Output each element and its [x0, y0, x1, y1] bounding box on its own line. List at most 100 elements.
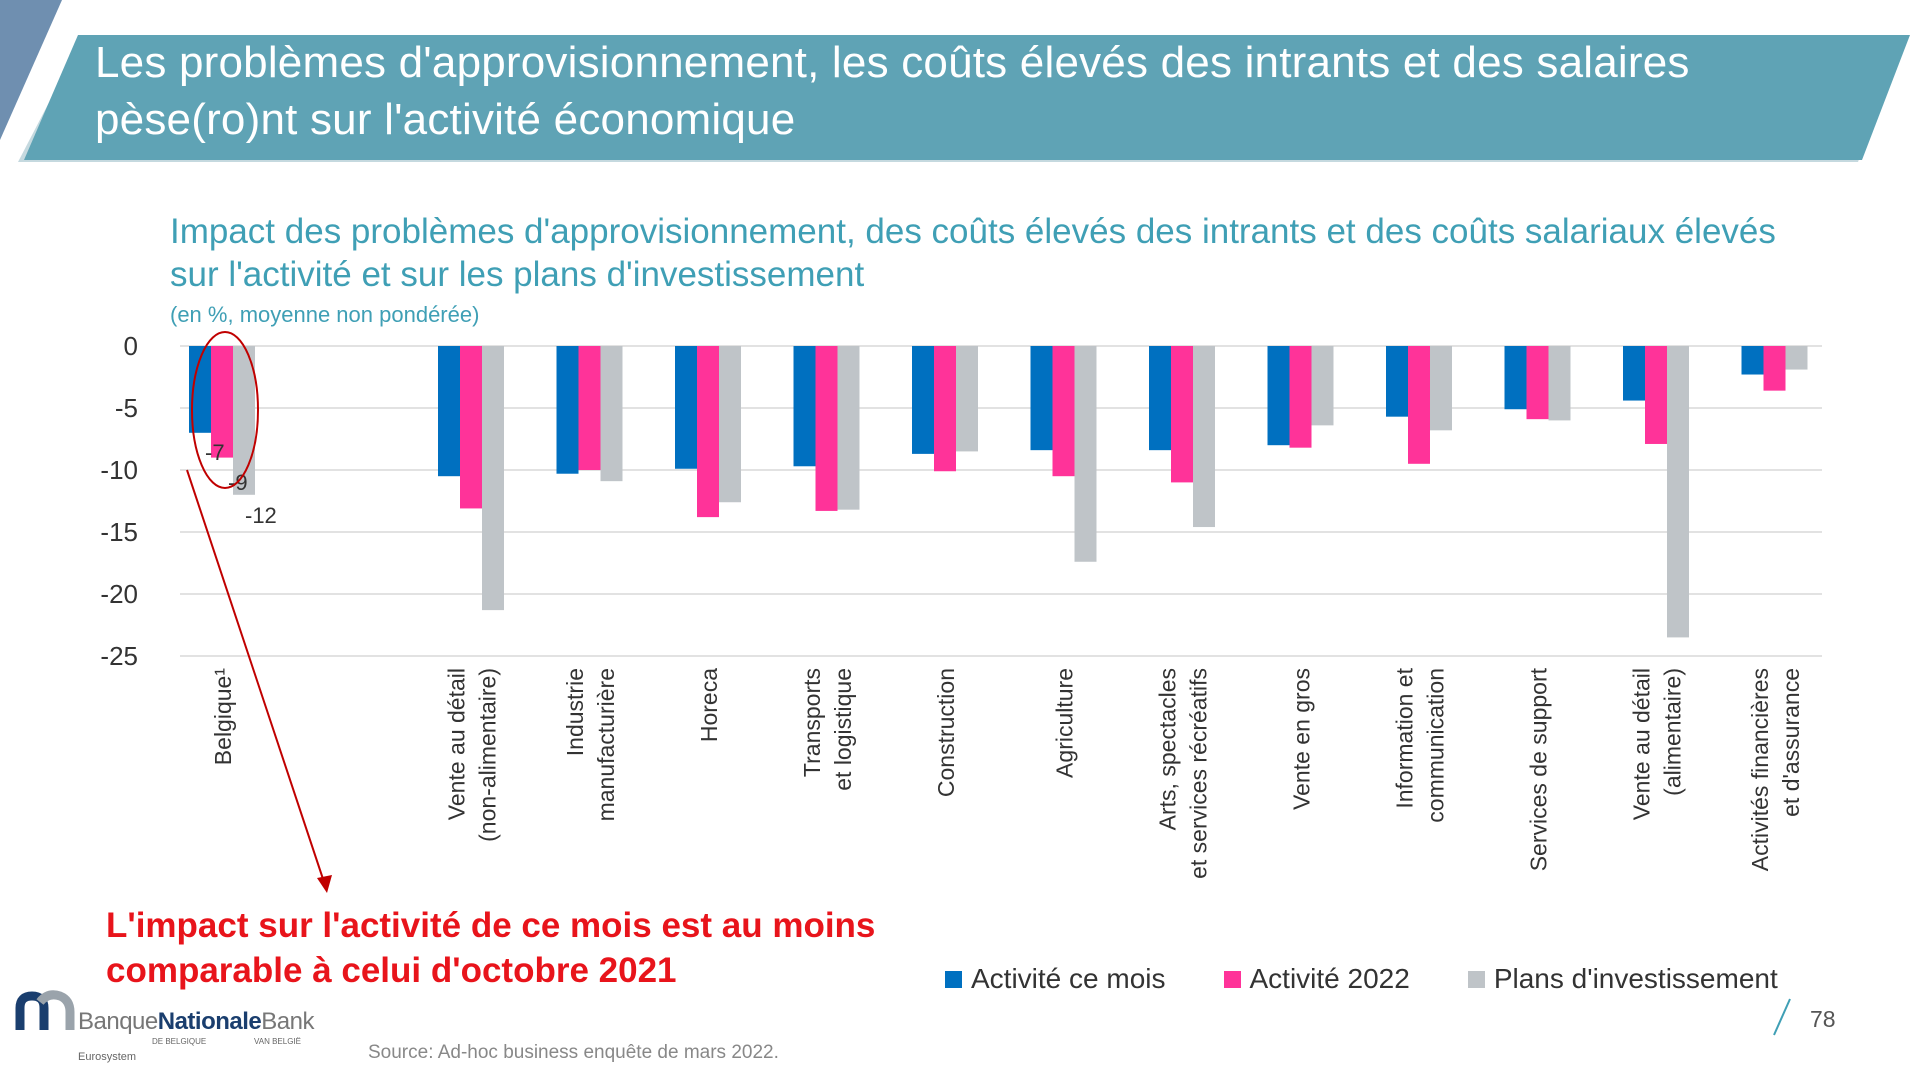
bar-activite-2022 [578, 346, 601, 470]
y-tick-label: -5 [115, 393, 138, 423]
bar-activite-ce-mois [556, 346, 579, 474]
y-tick-label: -10 [100, 455, 138, 485]
x-category-label: (non-alimentaire) [475, 668, 501, 842]
bar-activite-2022 [697, 346, 719, 518]
chart-title-line2: sur l'activité et sur les plans d'invest… [170, 255, 865, 294]
chart-unit-label: (en %, moyenne non pondérée) [170, 302, 480, 327]
legend-swatch-grey [1467, 970, 1485, 988]
callout-arrow-head [317, 875, 332, 893]
bar-activite-2022 [1526, 346, 1549, 420]
bar-activite-ce-mois [912, 346, 934, 454]
callout-arrow-line [186, 469, 326, 886]
bar-activite-ce-mois [1149, 346, 1171, 451]
bar-plans-investissement [1311, 346, 1334, 426]
corner-decoration [0, 0, 62, 140]
bar-plans-investissement [1430, 346, 1452, 431]
legend-swatch-blue [945, 970, 962, 988]
logo-sub2: VAN BELGIË [254, 1037, 301, 1046]
y-tick-label: -20 [100, 579, 138, 609]
x-category-label: communication [1423, 668, 1449, 823]
callout-line2: comparable à celui d'octobre 2021 [106, 951, 677, 990]
bar-activite-2022 [1052, 346, 1075, 477]
legend-item-activite-2022: Activité 2022 [1223, 963, 1410, 995]
legend-label: Activité ce mois [971, 963, 1166, 994]
bar-plans-investissement [600, 346, 623, 482]
bar-plans-investissement [233, 346, 255, 495]
logo-sub1: DE BELGIQUE [152, 1037, 207, 1046]
data-label: -7 [205, 440, 225, 465]
chart-title-line1: Impact des problèmes d'approvisionnement… [170, 212, 1776, 251]
bar-activite-ce-mois [1504, 346, 1527, 410]
x-category-label: Industrie [562, 668, 588, 756]
legend-item-plans-investissement: Plans d'investissement [1467, 963, 1778, 995]
bar-plans-investissement [719, 346, 741, 503]
x-category-label: Arts, spectacles [1155, 668, 1181, 830]
page-number: 78 [1810, 1006, 1836, 1032]
bar-plans-investissement [1074, 346, 1097, 562]
logo-part1: Banque [78, 1008, 158, 1035]
data-label: -12 [245, 503, 277, 528]
y-tick-label: 0 [124, 331, 138, 361]
logo-part2: Nationale [157, 1008, 262, 1035]
x-category-label: (alimentaire) [1660, 668, 1686, 796]
bar-activite-ce-mois [1030, 346, 1053, 451]
source-note: Source: Ad-hoc business enquête de mars … [368, 1042, 779, 1063]
x-category-label: Vente au détail [1629, 668, 1655, 820]
bar-plans-investissement [1548, 346, 1571, 421]
page-slash-decoration [1773, 998, 1791, 1036]
logo-part3: Bank [261, 1008, 314, 1035]
bar-activite-2022 [1171, 346, 1193, 483]
x-category-label: Construction [933, 668, 959, 797]
x-category-label: et logistique [830, 668, 856, 791]
logo-wordmark: BanqueNationaleBank [78, 1008, 314, 1036]
x-category-label: manufacturière [593, 668, 619, 821]
x-category-label: et d'assurance [1778, 668, 1804, 817]
bar-activite-2022 [934, 346, 956, 472]
x-category-label: Horeca [696, 668, 722, 742]
bar-activite-ce-mois [793, 346, 816, 467]
x-category-label: Vente au détail [444, 668, 470, 820]
bar-activite-ce-mois [1623, 346, 1645, 401]
bar-plans-investissement [1193, 346, 1215, 528]
bar-activite-ce-mois [1386, 346, 1408, 417]
callout-line1: L'impact sur l'activité de ce mois est a… [106, 906, 876, 945]
bar-activite-ce-mois [438, 346, 460, 477]
highlight-ellipse [191, 331, 259, 489]
bar-plans-investissement [1785, 346, 1808, 370]
bar-activite-ce-mois [189, 346, 211, 433]
bar-activite-ce-mois [675, 346, 697, 469]
y-tick-label: -15 [100, 517, 138, 547]
bar-activite-2022 [1645, 346, 1667, 444]
x-category-label: Services de support [1526, 667, 1552, 871]
x-category-label: Agriculture [1052, 668, 1078, 778]
legend-item-activite-ce-mois: Activité ce mois [945, 963, 1166, 995]
x-category-label: Activités financières [1747, 668, 1773, 871]
x-category-label: Information et [1392, 667, 1418, 808]
callout-text: L'impact sur l'activité de ce mois est a… [106, 903, 1006, 993]
bar-plans-investissement [1667, 346, 1689, 638]
legend-label: Plans d'investissement [1493, 963, 1778, 994]
bar-activite-ce-mois [1267, 346, 1290, 446]
bar-activite-2022 [815, 346, 838, 511]
bar-activite-2022 [460, 346, 482, 509]
y-tick-label: -25 [100, 641, 138, 671]
nbb-logo-icon [15, 990, 75, 1030]
x-category-label: Belgique¹ [210, 668, 236, 766]
bar-activite-ce-mois [1741, 346, 1764, 375]
page-title-line1: Les problèmes d'approvisionnement, les c… [95, 38, 1690, 87]
legend-swatch-pink [1223, 970, 1241, 988]
bar-plans-investissement [482, 346, 504, 611]
bar-plans-investissement [956, 346, 978, 452]
chart-legend: Activité ce mois Activité 2022 Plans d'i… [945, 963, 1836, 995]
bar-plans-investissement [837, 346, 860, 510]
page-title-line2: pèse(ro)nt sur l'activité économique [95, 95, 796, 144]
x-category-label: Vente en gros [1289, 668, 1315, 810]
x-category-label: et services récréatifs [1186, 668, 1212, 879]
bar-activite-2022 [1408, 346, 1430, 464]
title-banner [18, 35, 1910, 162]
bar-activite-2022 [211, 346, 233, 458]
bar-activite-2022 [1763, 346, 1786, 391]
x-category-label: Transports [799, 668, 825, 777]
legend-label: Activité 2022 [1249, 963, 1410, 994]
